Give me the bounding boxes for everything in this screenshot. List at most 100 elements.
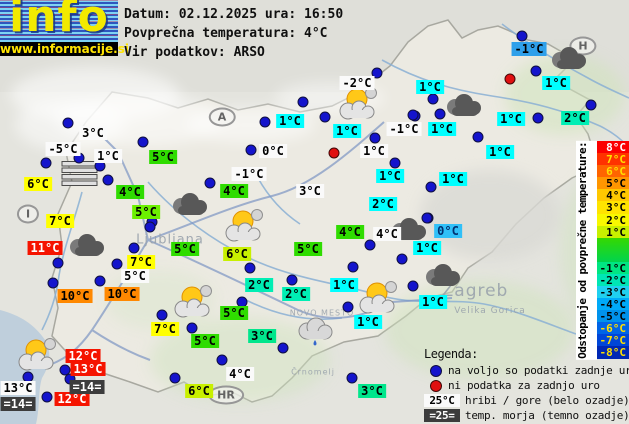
temperature-deviation-scale: Odstopanje od povprečne temperature: 8°C… (576, 141, 629, 360)
station-temp-label: 1°C (276, 114, 304, 128)
map-city-label: Velika Gorica (454, 306, 526, 316)
country-sign-a: A (208, 107, 236, 127)
station-temp-label: 6°C (223, 247, 251, 261)
scale-step: -2°C (597, 273, 629, 287)
station-temp-label: 13°C (70, 362, 106, 376)
station-dot-active (186, 322, 198, 334)
scale-color-column: 8°C 7°C 6°C 5°C 4°C 3°C 2°C 1°C -1°C -2°C -3°C -4°C… (597, 141, 629, 360)
station-temp-label: 1°C (419, 295, 447, 309)
station-dot-active (137, 136, 149, 148)
station-temp-label: 10°C (104, 287, 140, 301)
station-temp-label: 6°C (24, 177, 52, 191)
station-dot-active (297, 96, 309, 108)
partly-sunny-icon (353, 279, 401, 317)
site-logo[interactable]: info www.informacije.si (0, 0, 129, 56)
station-temp-label: =14= (69, 380, 105, 394)
partly-sunny-icon (12, 336, 60, 374)
station-dot-active (407, 280, 419, 292)
station-temp-label: 13°C (0, 381, 36, 395)
red-dot-icon (430, 379, 442, 392)
logo-stripes: info (0, 0, 118, 42)
scale-title: Odstopanje od povprečne temperature: (576, 141, 597, 360)
station-dot-active (62, 117, 74, 129)
station-temp-label: 12°C (65, 349, 101, 363)
station-temp-label: -1°C (231, 167, 267, 181)
station-dot-active (530, 65, 542, 77)
legend-row-sea-temp: =25= temp. morja (temno ozadje) (424, 408, 629, 423)
station-temp-label: 7°C (151, 322, 179, 336)
station-dot-active (347, 261, 359, 273)
legend-label: temp. morja (temno ozadje) (465, 409, 629, 422)
station-dot-active (342, 301, 354, 313)
station-temp-label: 4°C (220, 184, 248, 198)
station-dot-active (41, 391, 53, 403)
station-dot-active (389, 157, 401, 169)
station-temp-label: 5°C (191, 334, 219, 348)
legend-row-mountains: 25°C hribi / gore (belo ozadje) (424, 393, 629, 408)
station-dot-no-data (328, 147, 340, 159)
map-header: Datum: 02.12.2025 ura: 16:50 Povprečna t… (124, 5, 343, 62)
station-dot-active (156, 309, 168, 321)
blue-dot-icon (430, 364, 442, 377)
legend-row-data-available: na voljo so podatki zadnje ure (424, 363, 629, 378)
station-temp-label: 2°C (282, 287, 310, 301)
cloud-dark-icon (66, 234, 108, 260)
station-temp-label: 1°C (330, 278, 358, 292)
station-temp-label: 2°C (561, 111, 589, 125)
cloud-dark-icon (422, 264, 464, 290)
station-dot-active (532, 112, 544, 124)
station-dot-active (111, 258, 123, 270)
legend-label: ni podatka za zadnjo uro (448, 379, 600, 392)
scale-step: 8°C (597, 141, 629, 154)
scale-step: 1°C (597, 225, 629, 239)
map-city-label: NOVO MESTO (289, 308, 355, 318)
scale-zero-gap (597, 237, 629, 262)
legend-row-no-data: ni podatka za zadnjo uro (424, 378, 629, 393)
header-avg-temp-line: Povprečna temperatura: 4°C (124, 26, 328, 41)
station-temp-label: 0°C (259, 144, 287, 158)
station-dot-active (40, 157, 52, 169)
scale-step: -8°C (597, 346, 629, 359)
station-temp-label: 1°C (413, 241, 441, 255)
station-dot-active (371, 67, 383, 79)
station-temp-label: 10°C (57, 289, 93, 303)
station-temp-label: 4°C (373, 227, 401, 241)
station-dot-active (427, 93, 439, 105)
logo-site-url[interactable]: www.informacije.si (0, 42, 129, 56)
scale-step: 3°C (597, 201, 629, 214)
station-dot-active (52, 257, 64, 269)
station-temp-label: 4°C (226, 367, 254, 381)
station-temp-label: 1°C (428, 122, 456, 136)
station-temp-label: 3°C (358, 384, 386, 398)
partly-sunny-icon (333, 85, 381, 123)
station-temp-label: =14= (0, 397, 36, 411)
station-temp-label: 3°C (248, 329, 276, 343)
station-temp-label: -5°C (45, 142, 81, 156)
station-temp-label: 1°C (333, 124, 361, 138)
station-temp-label: 1°C (360, 144, 388, 158)
station-dot-active (425, 181, 437, 193)
station-dot-active (144, 221, 156, 233)
station-dot-active (434, 108, 446, 120)
partly-sunny-icon (219, 207, 267, 245)
station-temp-label: 2°C (369, 197, 397, 211)
country-sign-i: I (16, 204, 40, 224)
fog-icon (61, 161, 99, 188)
header-source-line: Vir podatkov: ARSO (124, 45, 265, 60)
station-temp-label: 5°C (132, 205, 160, 219)
station-temp-label: 7°C (46, 214, 74, 228)
scale-step: 7°C (597, 153, 629, 166)
station-dot-active (585, 99, 597, 111)
scale-step: -7°C (597, 334, 629, 347)
station-dot-active (94, 275, 106, 287)
station-temp-label: 1°C (376, 169, 404, 183)
station-dot-active (472, 131, 484, 143)
logo-wordmark: info (9, 0, 109, 42)
station-dot-active (259, 116, 271, 128)
station-temp-label: 1°C (497, 112, 525, 126)
station-dot-active (516, 30, 528, 42)
station-dot-active (364, 239, 376, 251)
station-temp-label: 1°C (94, 149, 122, 163)
station-temp-label: 3°C (79, 126, 107, 140)
